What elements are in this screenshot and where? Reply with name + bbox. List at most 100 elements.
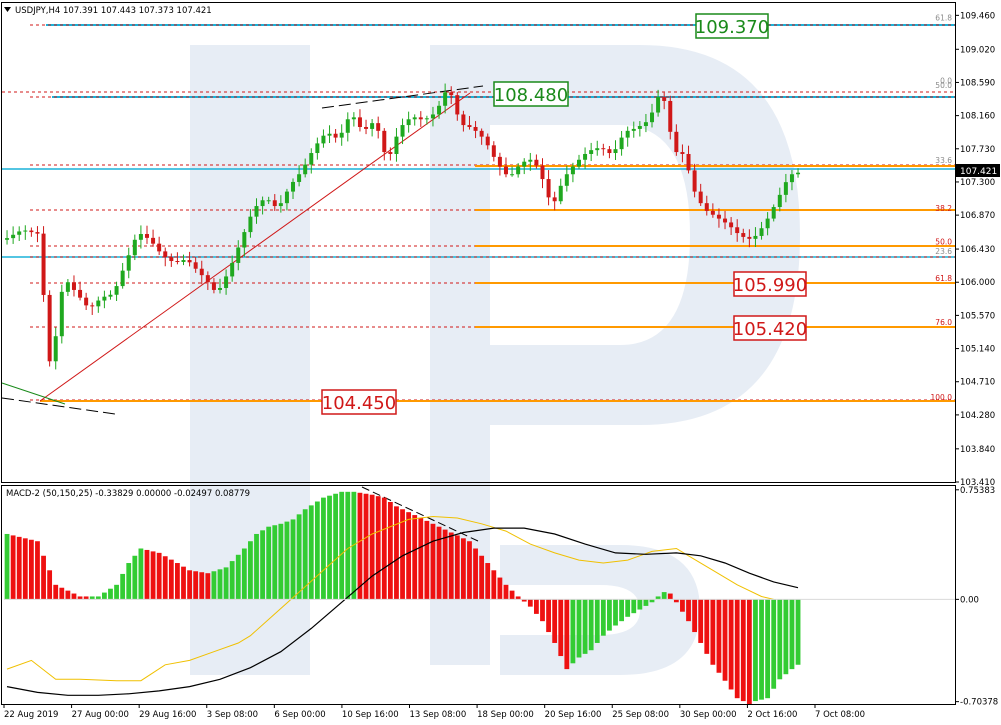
current-price-tag: 107.421	[956, 164, 1000, 177]
candle	[455, 92, 460, 121]
candle	[771, 204, 776, 222]
macd-bar	[77, 596, 83, 600]
macd-bar	[418, 517, 424, 600]
macd-bar	[558, 599, 564, 657]
main-panel-frame	[1, 2, 956, 483]
candle	[41, 226, 46, 302]
candle	[430, 106, 435, 127]
macd-bar	[582, 599, 588, 654]
macd-bar	[168, 559, 174, 600]
macd-bar	[181, 566, 186, 600]
candle	[516, 163, 521, 178]
macd-bar	[65, 590, 71, 600]
macd-bar	[41, 555, 46, 600]
macd-bar	[625, 599, 631, 617]
price-box-105420: 105.420	[733, 315, 807, 341]
macd-bar	[673, 599, 679, 603]
fib-label: 38.2	[935, 204, 952, 213]
candle	[716, 208, 721, 228]
fib-label: 50.0	[935, 238, 952, 247]
macd-bar	[680, 599, 685, 612]
candle	[157, 236, 162, 256]
candle	[254, 198, 259, 224]
macd-bar	[570, 599, 576, 664]
macd-bar	[607, 599, 612, 631]
candle	[321, 129, 326, 148]
candle	[558, 178, 563, 205]
macd-bar	[266, 526, 272, 600]
price-axis-label: 108.590	[960, 78, 995, 88]
candle	[181, 254, 186, 266]
candle	[309, 148, 314, 174]
macd-bar	[400, 509, 405, 600]
price-axis-label: 106.000	[960, 278, 995, 288]
macd-bar	[308, 505, 314, 600]
macd-bar	[692, 599, 698, 633]
macd-bar	[412, 515, 418, 600]
candle	[437, 100, 442, 119]
candle	[370, 118, 375, 137]
candle	[236, 240, 241, 271]
macd-bar	[4, 533, 10, 600]
candle	[601, 143, 606, 156]
macd-bar	[753, 599, 758, 702]
time-axis-label: 7 Oct 08:00	[815, 710, 865, 720]
macd-bar	[53, 584, 59, 600]
macd-axis-label: 0.75383	[960, 486, 995, 496]
candle	[327, 125, 332, 143]
macd-bar	[534, 599, 539, 614]
macd-bar	[467, 541, 472, 600]
price-box-105990: 105.990	[733, 271, 807, 297]
candle	[631, 121, 636, 138]
candle	[138, 225, 143, 249]
candle	[382, 128, 387, 161]
candle	[741, 228, 746, 243]
macd-dashed-trend-line	[361, 486, 479, 542]
chart-title: USDJPY,H4 107.391 107.443 107.373 107.42…	[15, 6, 212, 16]
candle	[218, 278, 223, 294]
candle	[266, 196, 271, 204]
candle	[59, 284, 64, 344]
macd-bar	[217, 569, 223, 600]
candle	[357, 109, 362, 132]
candle	[595, 140, 600, 156]
price-box-108480-label: 108.480	[494, 85, 568, 106]
candle	[47, 290, 52, 367]
green-trend-line	[1, 382, 66, 405]
time-axis: 22 Aug 2019 27 Aug 00:00 29 Aug 16:00 3 Sep…	[3, 704, 865, 720]
macd-bar	[108, 588, 113, 600]
macd-bar	[430, 523, 436, 600]
candle	[351, 112, 356, 127]
macd-bar	[175, 563, 180, 600]
candle	[777, 187, 782, 212]
candle	[291, 178, 296, 200]
candle	[461, 110, 466, 132]
macd-bar	[138, 548, 144, 600]
macd-bar	[241, 548, 247, 600]
time-axis-label: 6 Sep 00:00	[274, 710, 325, 720]
candle	[449, 86, 454, 105]
candle	[96, 296, 101, 313]
price-box-108480: 108.480	[493, 81, 569, 107]
macd-bar	[345, 491, 351, 600]
candle	[796, 168, 801, 178]
macd-bar	[47, 570, 53, 600]
candle	[497, 152, 502, 176]
macd-bar	[363, 493, 369, 600]
candles-layer	[5, 83, 801, 370]
macd-bar	[187, 570, 192, 600]
macd-bar	[254, 533, 259, 600]
fib-label: 100.0	[931, 393, 953, 402]
macd-bar	[546, 599, 551, 633]
candle	[637, 121, 642, 137]
candle	[729, 217, 734, 236]
candle	[126, 247, 131, 279]
fib-label: 61.8	[935, 274, 952, 283]
price-axis-label: 109.460	[960, 11, 995, 21]
candle	[230, 255, 235, 282]
macd-bar	[503, 584, 509, 600]
candle	[491, 141, 496, 162]
macd-bar	[120, 573, 126, 600]
macd-bar	[327, 495, 332, 600]
